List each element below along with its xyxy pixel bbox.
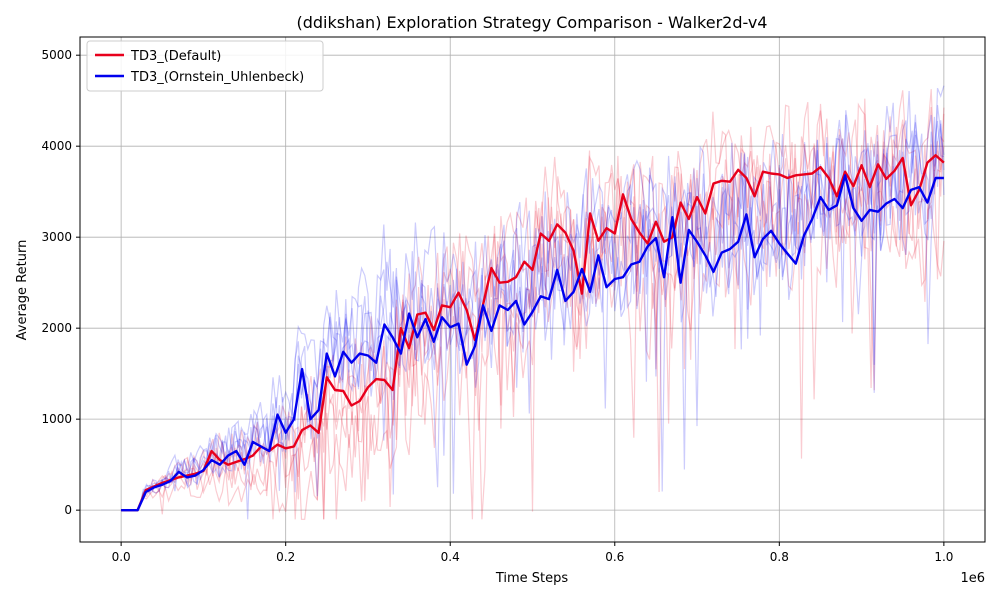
y-tick-label: 3000 [41,230,72,244]
run-trace [121,90,945,511]
series-lines [121,154,945,512]
run-trace [121,110,945,511]
legend-label-default: TD3_(Default) [130,49,221,64]
run-trace [121,123,945,511]
y-tick-label: 1000 [41,412,72,426]
run-trace [121,119,945,520]
x-offset-label: 1e6 [960,571,985,586]
x-tick-label: 0.0 [112,550,131,564]
legend-label-ou: TD3_(Ornstein_Uhlenbeck) [130,70,304,85]
y-tick-label: 0 [64,503,72,517]
x-tick-label: 1.0 [934,550,953,564]
x-axis-label: Time Steps [495,571,569,586]
series-line-1 [121,174,944,512]
plot-frame [79,36,986,543]
chart-title: (ddikshan) Exploration Strategy Comparis… [297,13,768,32]
x-tick-label: 0.8 [770,550,789,564]
x-ticks: 0.0 0.2 0.4 0.6 0.8 1.0 [112,542,953,564]
x-tick-label: 0.6 [605,550,624,564]
x-tick-label: 0.4 [441,550,460,564]
y-ticks: 0 1000 2000 3000 4000 5000 [41,48,80,517]
run-trace [121,89,945,520]
legend: TD3_(Default) TD3_(Ornstein_Uhlenbeck) [86,40,324,92]
y-axis-label: Average Return [15,240,30,341]
y-tick-label: 2000 [41,321,72,335]
run-trace [121,180,945,520]
axes [79,36,986,543]
run-trace [121,85,945,511]
run-trace [121,105,945,511]
y-tick-label: 4000 [41,139,72,153]
legend-box [86,40,324,92]
y-tick-label: 5000 [41,48,72,62]
run-trace [121,124,945,520]
run-bands [121,85,945,520]
run-trace [121,120,945,520]
x-tick-label: 0.2 [276,550,295,564]
